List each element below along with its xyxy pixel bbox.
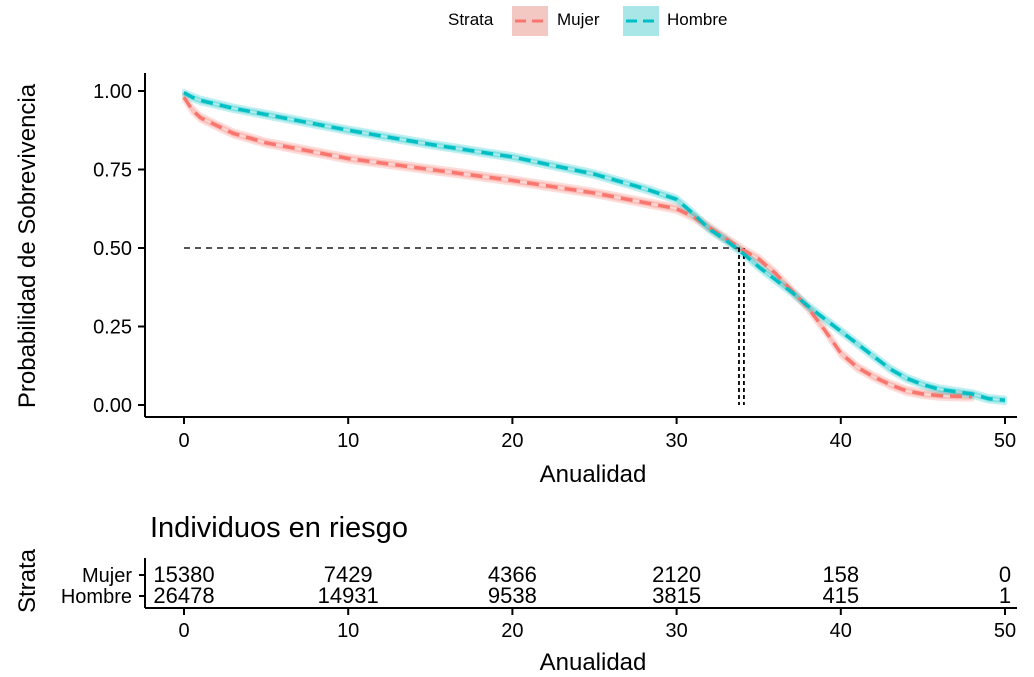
y-tick-label: 0.75: [93, 160, 132, 182]
survival-plot: 0.00 0.25 0.50 0.75 1.00 0 10 20 30 40 50 Anualid…: [14, 73, 1017, 488]
risk-x-tick-label: 30: [665, 620, 687, 642]
risk-count: 3815: [652, 583, 701, 608]
y-tick-label: 0.50: [93, 238, 132, 260]
risk-x-tick-label: 40: [830, 620, 852, 642]
x-tick-label: 30: [665, 430, 687, 452]
risk-table: Individuos en riesgo Strata Mujer 15380 74…: [14, 512, 1017, 676]
ci-band-hombre: [182, 89, 1007, 406]
confidence-bands: [182, 89, 1007, 406]
risk-count: 15380: [153, 562, 214, 587]
risk-table-xlabel: Anualidad: [540, 649, 647, 676]
survival-line-mujer: [182, 96, 973, 399]
survival-lines: [182, 91, 1006, 403]
risk-x-tick-label: 0: [178, 620, 189, 642]
y-tick-label: 1.00: [93, 81, 132, 103]
y-tick-label: 0.25: [93, 317, 132, 339]
y-tick-label: 0.00: [93, 395, 132, 417]
risk-table-x-ticks: 0 10 20 30 40 50: [178, 608, 1016, 642]
x-tick-label: 0: [178, 430, 189, 452]
risk-count: 9538: [488, 583, 537, 608]
risk-count: 14931: [318, 583, 379, 608]
x-axis-ticks: 0 10 20 30 40 50: [178, 417, 1016, 452]
risk-count: 158: [822, 562, 859, 587]
risk-x-tick-label: 20: [501, 620, 523, 642]
survival-line-hombre: [183, 91, 1006, 403]
risk-x-tick-label: 50: [994, 620, 1016, 642]
x-tick-label: 20: [501, 430, 523, 452]
risk-count: 4366: [488, 562, 537, 587]
risk-count: 7429: [324, 562, 373, 587]
risk-row-label-mujer: Mujer: [82, 565, 132, 587]
legend: Strata Mujer Hombre: [448, 6, 727, 36]
risk-table-ylabel: Strata: [14, 548, 41, 613]
risk-count: 415: [822, 583, 859, 608]
risk-x-tick-label: 10: [337, 620, 359, 642]
risk-table-title: Individuos en riesgo: [150, 512, 408, 544]
risk-count: 0: [999, 562, 1011, 587]
risk-count: 2120: [652, 562, 701, 587]
x-tick-label: 10: [337, 430, 359, 452]
y-axis-ticks: 0.00 0.25 0.50 0.75 1.00: [93, 81, 145, 417]
median-reference-verticals: [738, 248, 745, 405]
x-axis-title: Anualidad: [540, 461, 647, 488]
risk-table-rows: Mujer 15380 7429 4366 2120 158 0 Hombre 26478 149…: [61, 562, 1011, 608]
x-tick-label: 50: [994, 430, 1016, 452]
legend-label-hombre: Hombre: [667, 10, 727, 29]
legend-label-mujer: Mujer: [557, 10, 600, 29]
legend-title: Strata: [448, 10, 494, 29]
x-tick-label: 40: [830, 430, 852, 452]
ci-band-mujer: [182, 92, 975, 402]
risk-row-label-hombre: Hombre: [61, 586, 132, 608]
y-axis-title: Probabilidad de Sobrevivencia: [14, 83, 41, 408]
risk-count: 1: [999, 583, 1011, 608]
risk-count: 26478: [153, 583, 214, 608]
